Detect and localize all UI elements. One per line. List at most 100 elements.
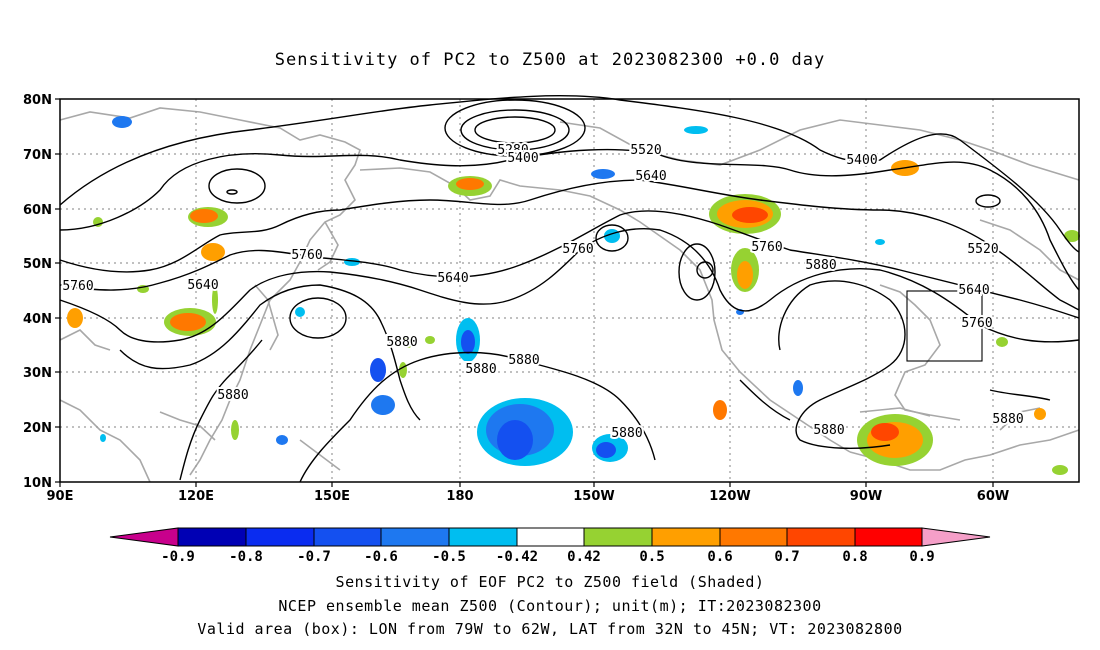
colorbar-swatch xyxy=(516,527,585,547)
colorbar-swatch xyxy=(313,527,382,547)
contour-label: 5640 xyxy=(958,283,989,298)
contour-label: 5280 xyxy=(497,143,528,158)
contour-label: 5880 xyxy=(992,412,1023,427)
contour-label: 5880 xyxy=(217,388,248,403)
lon-label: 150E xyxy=(314,489,350,504)
colorbar-label: 0.7 xyxy=(774,549,799,565)
contour-label: 5640 xyxy=(958,283,989,298)
contour-label: 5880 xyxy=(992,412,1023,427)
colorbar-label: -0.6 xyxy=(364,549,398,565)
colorbar-swatch xyxy=(583,527,653,547)
valid-area-box xyxy=(906,290,983,362)
lon-label: 150W xyxy=(573,489,614,504)
map-frame xyxy=(59,98,1080,483)
contour-label: 5880 xyxy=(805,258,836,273)
caption-valid-area: Valid area (box): LON from 79W to 62W, L… xyxy=(197,620,903,638)
contour-label: 5760 xyxy=(291,248,322,263)
z500-contours xyxy=(59,95,1080,483)
longitude-axis: 90E 120E 150E 180 150W 120W 90W 60W xyxy=(47,489,1010,504)
contour-label: 5400 xyxy=(507,151,538,166)
contour-label: 5880 xyxy=(508,353,539,368)
colorbar-swatch xyxy=(719,527,788,547)
colorbar-label: -0.5 xyxy=(432,549,466,565)
contour-label: 5760 xyxy=(562,242,593,257)
contour-label: 5880 xyxy=(813,423,844,438)
caption-contour: NCEP ensemble mean Z500 (Contour); unit(… xyxy=(278,597,822,615)
contour-label: 5760 xyxy=(62,279,93,294)
contour-label: 5760 xyxy=(62,279,93,294)
colorbar-label: 0.42 xyxy=(567,549,601,565)
contour-label: 5520 xyxy=(630,143,661,158)
lat-label: 10N xyxy=(23,476,52,491)
contour-label: 5760 xyxy=(562,242,593,257)
lon-label: 120E xyxy=(178,489,214,504)
colorbar-swatch xyxy=(245,527,315,547)
contour-label: 5640 xyxy=(635,169,666,184)
contour-label: 5280 xyxy=(497,143,528,158)
contour-label: 5400 xyxy=(846,153,877,168)
contour-label: 5880 xyxy=(611,426,642,441)
colorbar-swatch xyxy=(380,527,450,547)
caption-shading: Sensitivity of EOF PC2 to Z500 field (Sh… xyxy=(335,573,765,591)
lon-label: 180 xyxy=(446,489,473,504)
lat-label: 50N xyxy=(23,257,52,272)
lat-label: 40N xyxy=(23,312,52,327)
colorbar-swatch xyxy=(651,527,721,547)
colorbar-label: -0.42 xyxy=(496,549,538,565)
contour-label: 5880 xyxy=(805,258,836,273)
contour-label: 5880 xyxy=(611,426,642,441)
contour-label: 5880 xyxy=(508,353,539,368)
colorbar-right-arrow xyxy=(921,527,991,547)
contour-label: 5400 xyxy=(846,153,877,168)
colorbar-label: -0.8 xyxy=(229,549,263,565)
colorbar-swatch xyxy=(854,527,923,547)
lat-label: 80N xyxy=(23,93,52,108)
lat-label: 30N xyxy=(23,366,52,381)
lat-label: 70N xyxy=(23,148,52,163)
contour-label: 5880 xyxy=(217,388,248,403)
contour-label: 5520 xyxy=(630,143,661,158)
colorbar-label: 0.9 xyxy=(909,549,934,565)
contour-label: 5880 xyxy=(386,335,417,350)
lon-label: 90W xyxy=(850,489,882,504)
contour-label: 5880 xyxy=(465,362,496,377)
colorbar-swatch xyxy=(448,527,518,547)
sensitivity-shading xyxy=(67,116,1080,475)
contour-label: 5760 xyxy=(751,240,782,255)
contour-label: 5520 xyxy=(967,242,998,257)
contour-label: 5880 xyxy=(386,335,417,350)
contour-label: 5640 xyxy=(635,169,666,184)
contour-label: 5760 xyxy=(961,316,992,331)
contour-label: 5640 xyxy=(437,271,468,286)
contour-label: 5400 xyxy=(507,151,538,166)
colorbar-left-arrow xyxy=(109,527,179,547)
colorbar-label: 0.5 xyxy=(639,549,664,565)
lat-label: 60N xyxy=(23,203,52,218)
contour-label: 5760 xyxy=(961,316,992,331)
colorbar-label: 0.6 xyxy=(707,549,732,565)
colorbar-label: -0.9 xyxy=(161,549,195,565)
lon-label: 60W xyxy=(977,489,1009,504)
map-title: Sensitivity of PC2 to Z500 at 2023082300… xyxy=(274,50,826,70)
lon-label: 90E xyxy=(47,489,74,504)
contour-label: 5880 xyxy=(465,362,496,377)
contour-label: 5760 xyxy=(751,240,782,255)
colorbar-swatch xyxy=(786,527,856,547)
contour-label: 5640 xyxy=(437,271,468,286)
lat-ticks xyxy=(55,98,994,487)
contour-label: 5880 xyxy=(813,423,844,438)
colorbar xyxy=(109,527,991,547)
gridlines xyxy=(60,99,1079,482)
colorbar-labels: -0.9 -0.8 -0.7 -0.6 -0.5 -0.42 0.42 0.5 … xyxy=(161,549,935,565)
lon-label: 120W xyxy=(709,489,750,504)
contour-label: 5520 xyxy=(967,242,998,257)
contour-label: 5640 xyxy=(187,278,218,293)
colorbar-label: -0.7 xyxy=(297,549,331,565)
colorbar-swatch xyxy=(177,527,247,547)
contour-labels: 5280 5280 5400 5400 5520 5520 5640 5640 … xyxy=(60,141,1025,443)
lat-label: 20N xyxy=(23,421,52,436)
colorbar-label: 0.8 xyxy=(842,549,867,565)
contour-label: 5640 xyxy=(187,278,218,293)
latitude-axis: 80N 70N 60N 50N 40N 30N 20N 10N xyxy=(23,93,52,491)
